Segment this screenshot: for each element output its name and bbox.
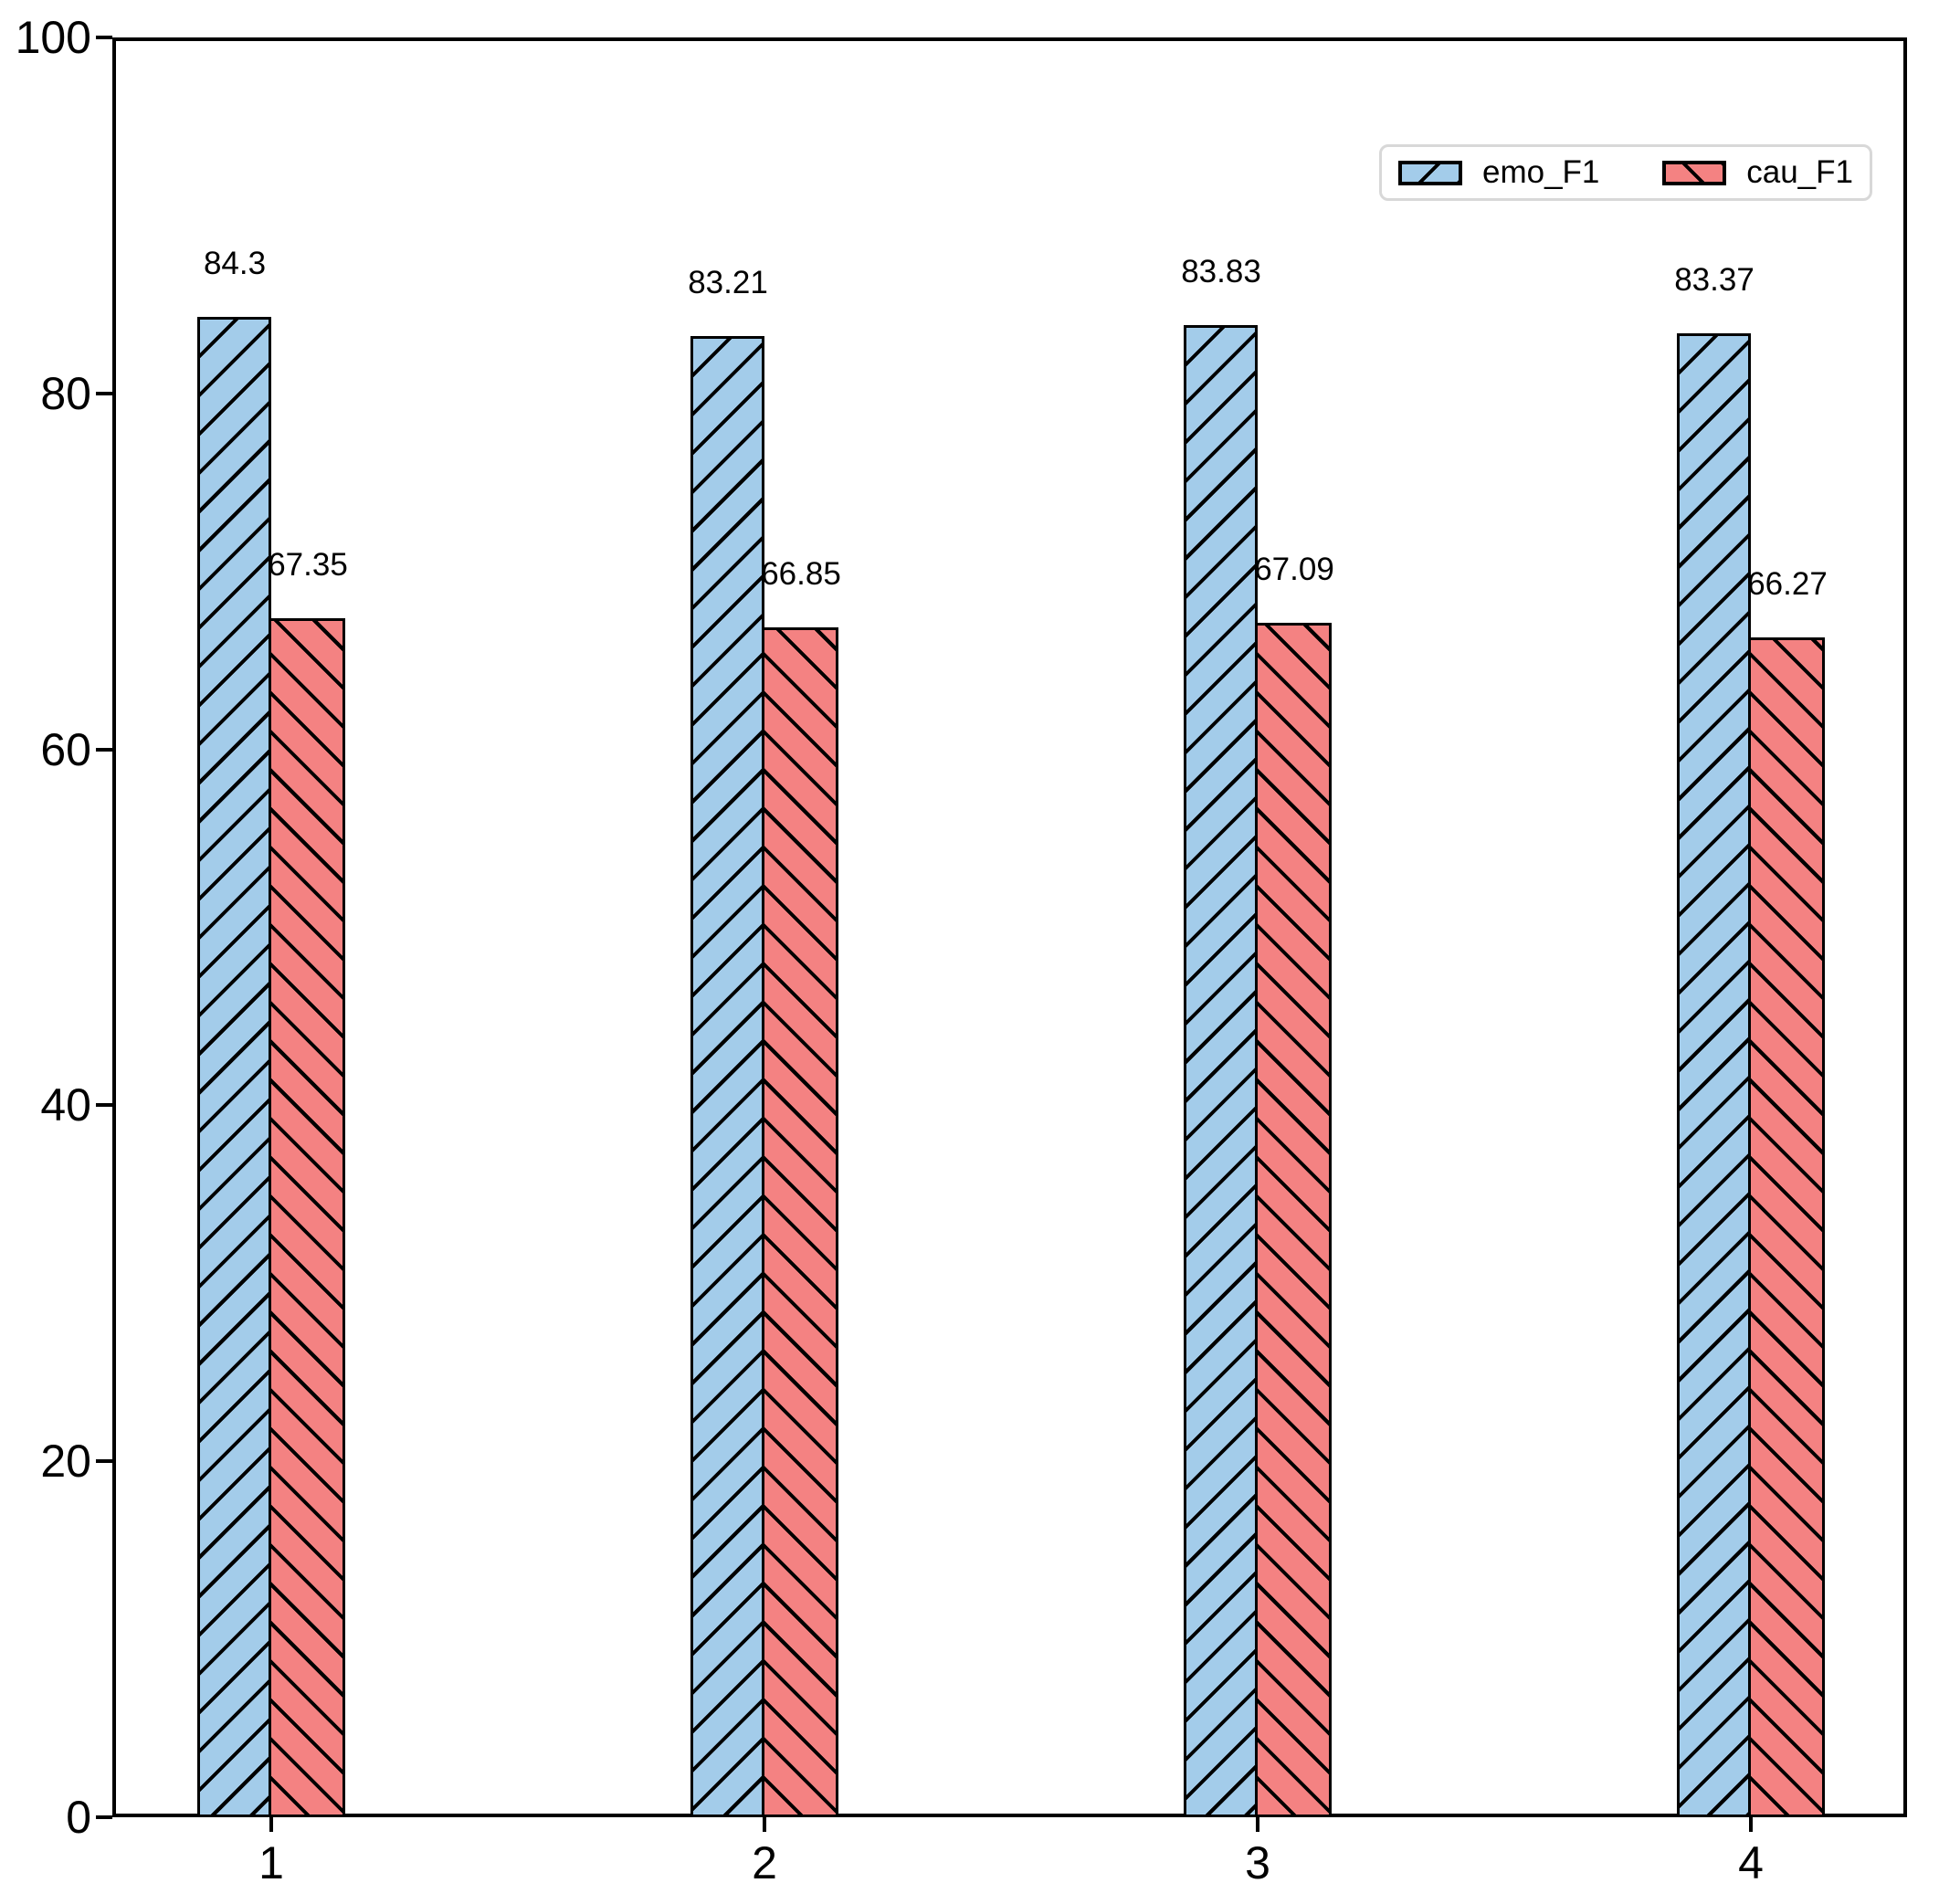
bar-value-label-emo_F1-3: 83.83 — [1181, 254, 1261, 290]
bar-emo_F1-3 — [1184, 325, 1258, 1817]
legend-swatch-cau-f1-icon — [1662, 160, 1727, 185]
y-tick-label-40: 40 — [40, 1079, 91, 1131]
x-tick-label-3: 3 — [1245, 1837, 1270, 1888]
bar-cau_F1-4 — [1748, 637, 1825, 1817]
y-tick-label-80: 80 — [40, 367, 91, 419]
y-tick-mark-20 — [96, 1459, 112, 1464]
legend-label-emo-f1: emo_F1 — [1482, 154, 1600, 190]
bar-value-label-cau_F1-2: 66.85 — [761, 556, 841, 593]
legend-item-emo-f1: emo_F1 — [1398, 154, 1599, 191]
plot-area — [112, 37, 1907, 1817]
bar-emo_F1-2 — [690, 336, 764, 1817]
y-tick-label-0: 0 — [66, 1792, 91, 1843]
legend: emo_F1 cau_F1 — [1379, 144, 1872, 201]
y-tick-mark-0 — [96, 1815, 112, 1819]
bar-cau_F1-2 — [762, 627, 838, 1817]
bar-value-label-cau_F1-1: 67.35 — [268, 547, 348, 584]
bar-emo_F1-4 — [1677, 333, 1751, 1817]
bar-value-label-emo_F1-2: 83.21 — [688, 265, 768, 301]
x-tick-label-1: 1 — [258, 1837, 284, 1888]
legend-label-cau-f1: cau_F1 — [1746, 154, 1853, 190]
x-tick-label-2: 2 — [752, 1837, 777, 1888]
x-tick-mark-3 — [1256, 1817, 1259, 1832]
y-tick-mark-100 — [96, 36, 112, 39]
y-tick-label-20: 20 — [40, 1436, 91, 1488]
y-tick-label-100: 100 — [15, 12, 91, 63]
y-tick-mark-40 — [96, 1103, 112, 1108]
bar-value-label-cau_F1-3: 67.09 — [1254, 552, 1334, 588]
bar-value-label-emo_F1-1: 84.3 — [203, 245, 267, 281]
x-tick-label-4: 4 — [1738, 1837, 1764, 1888]
bar-emo_F1-1 — [197, 316, 271, 1817]
legend-swatch-emo-f1-icon — [1398, 160, 1462, 185]
y-tick-label-60: 60 — [40, 723, 91, 775]
x-tick-mark-1 — [269, 1817, 273, 1832]
x-tick-mark-2 — [763, 1817, 766, 1832]
bar-cau_F1-3 — [1255, 623, 1332, 1817]
y-tick-mark-80 — [96, 391, 112, 395]
y-tick-mark-60 — [96, 747, 112, 752]
bar-cau_F1-1 — [269, 618, 345, 1817]
bar-value-label-emo_F1-4: 83.37 — [1674, 262, 1755, 299]
x-tick-mark-4 — [1749, 1817, 1753, 1832]
bar-value-label-cau_F1-4: 66.27 — [1747, 566, 1828, 603]
legend-item-cau-f1: cau_F1 — [1662, 154, 1853, 191]
